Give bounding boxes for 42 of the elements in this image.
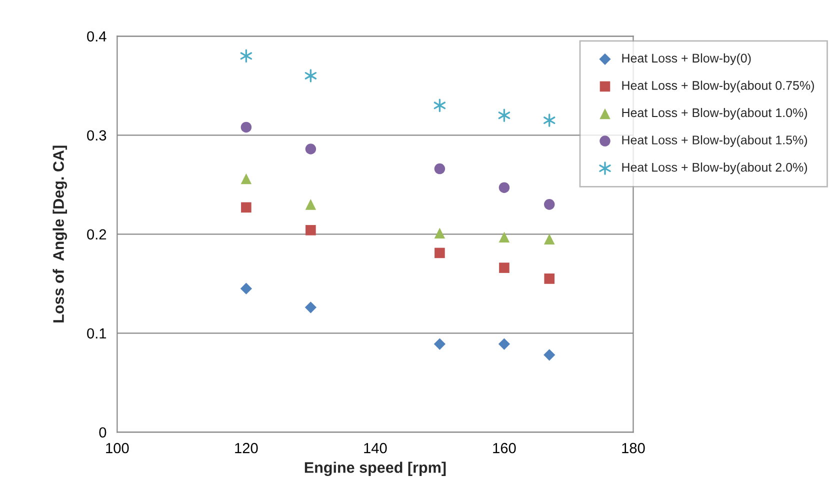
point [434,228,446,239]
legend-label: Heat Loss + Blow-by(0) [622,53,751,66]
legend-label: Heat Loss + Blow-by(about 0.75%) [622,80,814,92]
point [305,199,316,210]
point [544,234,555,244]
point [498,232,510,242]
point [241,202,252,213]
x-tick-label: 180 [622,442,645,454]
point [304,69,317,82]
point [498,108,510,122]
point [499,262,510,273]
x-tick-label: 140 [364,442,387,454]
y-tick-label: 0.2 [87,229,106,240]
x-tick-label: 100 [106,442,129,454]
x-axis-title: Engine speed [rpm] [304,462,446,476]
point [498,338,510,350]
point [498,182,510,193]
point [434,338,446,350]
y-tick-label: 0.1 [87,328,106,339]
point [240,173,252,184]
point [240,49,252,63]
point [544,349,556,361]
point [543,114,556,127]
y-tick-label: 0 [99,427,106,438]
legend-label: Heat Loss + Blow-by(about 1.0%) [622,108,808,120]
point [434,98,446,112]
y-tick-label: 0.3 [87,130,106,141]
legend-label: Heat Loss + Blow-by(about 2.0%) [622,162,808,174]
point [240,122,252,133]
x-tick-label: 160 [493,442,516,454]
point [240,282,252,294]
legend-label: Heat Loss + Blow-by(about 1.5%) [622,135,808,147]
point [544,199,555,210]
y-tick-label: 0.4 [87,31,106,42]
point [306,225,316,236]
point [434,248,445,258]
y-axis-title: Loss of Angle [Deg. CA] [52,146,68,322]
point [544,274,555,284]
point [304,302,316,314]
point [434,163,446,174]
x-tick-label: 120 [235,442,258,454]
point [305,144,316,154]
